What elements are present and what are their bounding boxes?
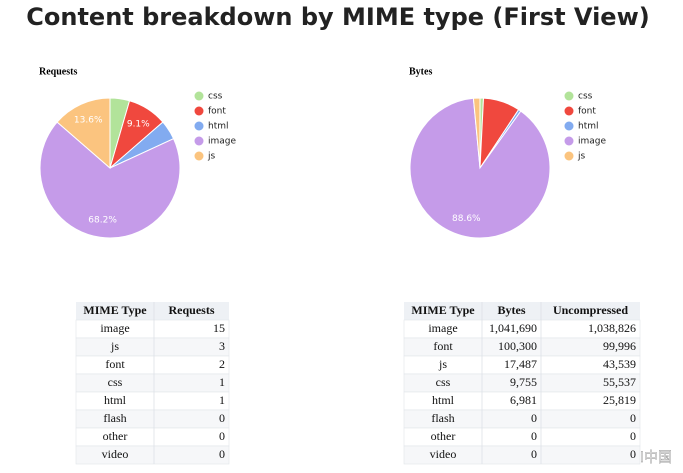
table-cell: 1	[219, 393, 225, 407]
table-cell: html	[432, 393, 455, 407]
table-cell: 1,038,826	[588, 321, 636, 335]
table-cell: font	[433, 339, 453, 353]
table-cell: 0	[630, 411, 636, 425]
table-cell: 0	[219, 411, 225, 425]
table-cell: 99,996	[603, 339, 636, 353]
table-cell: 55,537	[603, 375, 636, 389]
column-header: MIME Type	[83, 303, 147, 317]
table-cell: 0	[219, 429, 225, 443]
table-cell: 100,300	[498, 339, 537, 353]
table-cell: 25,819	[603, 393, 636, 407]
pie-slice	[409, 97, 551, 239]
table-row-bg	[75, 409, 230, 429]
table-row-bg	[75, 319, 230, 339]
chart-title: Requests	[39, 66, 77, 77]
table-cell: 1,041,690	[489, 321, 537, 335]
slice-label: 88.6%	[452, 214, 481, 224]
legend-label: js	[207, 152, 216, 162]
table-cell: 0	[630, 429, 636, 443]
table-cell: 2	[219, 357, 225, 371]
pie-slice	[56, 97, 111, 170]
table-cell: 1	[219, 375, 225, 389]
table-cell: js	[110, 339, 119, 353]
table-cell: other	[103, 429, 128, 443]
legend-label: font	[578, 107, 596, 117]
table-row-bg	[75, 391, 230, 411]
chart-title: Bytes	[409, 66, 432, 77]
slice-label: 13.6%	[74, 116, 103, 126]
table-cell: 3	[219, 339, 225, 353]
legend-marker	[194, 136, 204, 146]
legend-label: html	[578, 122, 599, 132]
legend-marker	[194, 106, 204, 116]
table-header-bg	[76, 302, 229, 320]
legend-marker	[194, 151, 204, 161]
table-cell: 0	[531, 447, 537, 461]
table-cell: flash	[103, 411, 126, 425]
table-header-bg	[404, 302, 640, 320]
table-cell: flash	[431, 411, 454, 425]
legend-marker	[564, 91, 574, 101]
legend-label: font	[208, 107, 226, 117]
table-cell: 17,487	[504, 357, 537, 371]
table-cell: js	[438, 357, 447, 371]
legend-marker	[564, 121, 574, 131]
legend-label: html	[208, 122, 229, 132]
legend-marker	[564, 106, 574, 116]
pie-slice	[472, 97, 481, 169]
table-cell: font	[105, 357, 125, 371]
slice-label: 9.1%	[127, 119, 150, 129]
legend-marker	[194, 91, 204, 101]
column-header: Uncompressed	[553, 303, 628, 317]
table-cell: css	[436, 375, 451, 389]
table-cell: image	[428, 321, 457, 335]
table-cell: 0	[531, 411, 537, 425]
legend-label: css	[208, 92, 223, 102]
table-cell: css	[108, 375, 123, 389]
table-cell: 43,539	[603, 357, 636, 371]
table-cell: 0	[531, 429, 537, 443]
page-title: Content breakdown by MIME type (First Vi…	[26, 3, 649, 31]
table-cell: 6,981	[510, 393, 537, 407]
legend-label: css	[578, 92, 593, 102]
table-cell: 0	[219, 447, 225, 461]
legend-marker	[564, 151, 574, 161]
table-cell: video	[102, 447, 129, 461]
table-cell: html	[104, 393, 127, 407]
table-row-bg	[75, 427, 230, 447]
slice-label: 68.2%	[88, 215, 117, 225]
table-row-bg	[75, 373, 230, 393]
table-row-bg	[75, 445, 230, 465]
table-cell: 0	[630, 447, 636, 461]
table-cell: 15	[213, 321, 225, 335]
legend-label: js	[577, 152, 586, 162]
table-cell: other	[431, 429, 456, 443]
table-row-bg	[75, 355, 230, 375]
legend-marker	[564, 136, 574, 146]
column-header: Requests	[168, 303, 214, 317]
legend-marker	[194, 121, 204, 131]
table-row-bg	[403, 445, 641, 465]
legend-label: image	[578, 137, 606, 147]
table-cell: 9,755	[510, 375, 537, 389]
pie-slice	[39, 121, 181, 239]
table-cell: image	[100, 321, 129, 335]
column-header: Bytes	[498, 303, 526, 317]
table-row-bg	[75, 337, 230, 357]
table-cell: video	[430, 447, 457, 461]
legend-label: image	[208, 137, 236, 147]
column-header: MIME Type	[411, 303, 475, 317]
